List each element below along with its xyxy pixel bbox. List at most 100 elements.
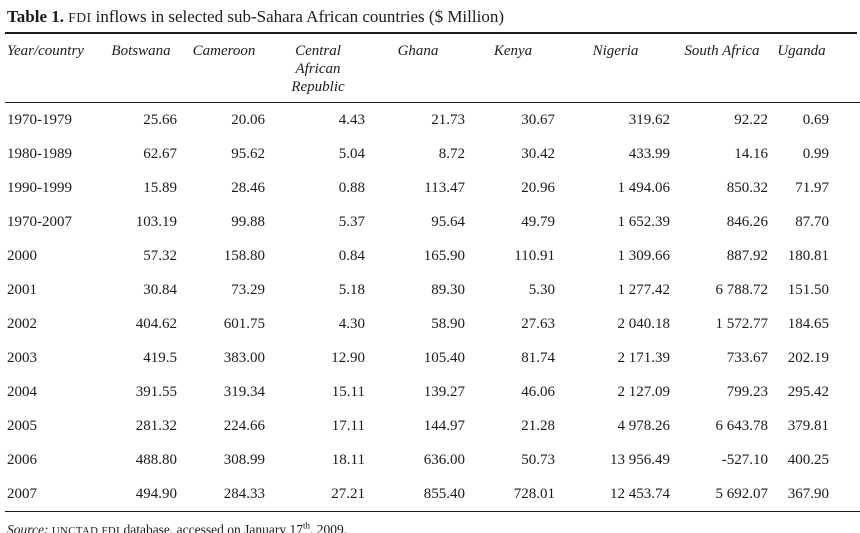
value-cell: 21.28 (521, 417, 555, 434)
table-row: 2003 419.5 383.00 12.90 105.40 81.74 2 171.39 7… (5, 341, 860, 375)
value-cell: 165.90 (423, 247, 465, 264)
value-cell: 383.00 (223, 349, 265, 366)
column-header-central-african-republic: Central African Republic (271, 34, 371, 103)
source-superscript: th (303, 520, 311, 531)
table-row: 2000 57.32 158.80 0.84 165.90 110.91 1 309.66 8… (5, 239, 860, 273)
value-cell: 20.06 (231, 111, 265, 128)
value-cell: 284.33 (223, 485, 265, 502)
table-row: 1980-1989 62.67 95.62 5.04 8.72 30.42 433.99 14… (5, 137, 860, 171)
value-cell: 728.01 (513, 485, 555, 502)
value-cell: 319.62 (628, 111, 670, 128)
value-cell: 0.88 (338, 179, 365, 196)
table-row: 1970-2007 103.19 99.88 5.37 95.64 49.79 1 652.… (5, 205, 860, 239)
row-year-label: 2001 (7, 281, 37, 298)
value-cell: 0.99 (802, 145, 829, 162)
value-cell: 224.66 (223, 417, 265, 434)
value-cell: 89.30 (431, 281, 465, 298)
table-row: 2005 281.32 224.66 17.11 144.97 21.28 4 978.26… (5, 409, 860, 443)
value-cell: 494.90 (135, 485, 177, 502)
value-cell: 87.70 (795, 213, 829, 230)
value-cell: 30.67 (521, 111, 555, 128)
table-row: 2001 30.84 73.29 5.18 89.30 5.30 1 277.42 6 788… (5, 273, 860, 307)
value-cell: 6 788.72 (715, 281, 769, 298)
value-cell: 95.64 (431, 213, 465, 230)
value-cell: 319.34 (223, 383, 265, 400)
value-cell: 81.74 (521, 349, 555, 366)
value-cell: 1 652.39 (617, 213, 671, 230)
value-cell: 13 956.49 (610, 451, 670, 468)
value-cell: 28.46 (231, 179, 265, 196)
value-cell: 17.11 (331, 417, 365, 434)
value-cell: 887.92 (726, 247, 768, 264)
value-cell: 71.97 (795, 179, 829, 196)
row-year-label: 2000 (7, 247, 37, 264)
value-cell: 846.26 (726, 213, 768, 230)
value-cell: 391.55 (135, 383, 177, 400)
value-cell: 12.90 (331, 349, 365, 366)
value-cell: 58.90 (431, 315, 465, 332)
value-cell: 30.84 (143, 281, 177, 298)
value-cell: 92.22 (734, 111, 768, 128)
value-cell: 49.79 (521, 213, 555, 230)
row-year-label: 2005 (7, 417, 37, 434)
table-row: 2007 494.90 284.33 27.21 855.40 728.01 12 453.… (5, 477, 860, 512)
value-cell: 202.19 (787, 349, 829, 366)
value-cell: 180.81 (787, 247, 829, 264)
column-header-uganda: Uganda (774, 34, 860, 103)
value-cell: 30.42 (521, 145, 555, 162)
value-cell: 601.75 (223, 315, 265, 332)
value-cell: -527.10 (721, 451, 768, 468)
value-cell: 1 572.77 (715, 315, 769, 332)
source-note: Source: UNCTAD FDI database, accessed on… (5, 512, 857, 533)
value-cell: 158.80 (223, 247, 265, 264)
value-cell: 151.50 (787, 281, 829, 298)
table-row: 2004 391.55 319.34 15.11 139.27 46.06 2 127.09… (5, 375, 860, 409)
value-cell: 184.65 (787, 315, 829, 332)
value-cell: 2 127.09 (617, 383, 671, 400)
value-cell: 110.91 (514, 247, 555, 264)
column-header-cameroon: Cameroon (183, 34, 271, 103)
value-cell: 4.30 (338, 315, 365, 332)
column-header-kenya: Kenya (471, 34, 561, 103)
table-row: 2002 404.62 601.75 4.30 58.90 27.63 2 040.18 1 … (5, 307, 860, 341)
value-cell: 2 171.39 (617, 349, 671, 366)
value-cell: 0.84 (338, 247, 365, 264)
row-year-label: 1970-1979 (7, 111, 72, 128)
value-cell: 367.90 (787, 485, 829, 502)
value-cell: 5.18 (338, 281, 365, 298)
value-cell: 400.25 (787, 451, 829, 468)
source-label: Source: (7, 522, 52, 533)
value-cell: 113.47 (424, 179, 465, 196)
value-cell: 99.88 (231, 213, 265, 230)
column-header-nigeria: Nigeria (561, 34, 676, 103)
column-header-year-country: Year/country (5, 34, 105, 103)
value-cell: 18.11 (331, 451, 365, 468)
table-title: Table 1. FDI inflows in selected sub-Sah… (5, 6, 857, 34)
source-year: , 2009. (310, 522, 348, 533)
row-year-label: 2002 (7, 315, 37, 332)
value-cell: 488.80 (135, 451, 177, 468)
value-cell: 95.62 (231, 145, 265, 162)
value-cell: 5.04 (338, 145, 365, 162)
value-cell: 139.27 (423, 383, 465, 400)
value-cell: 5.37 (338, 213, 365, 230)
value-cell: 4.43 (338, 111, 365, 128)
value-cell: 0.69 (802, 111, 829, 128)
value-cell: 15.89 (143, 179, 177, 196)
value-cell: 27.21 (331, 485, 365, 502)
value-cell: 2 040.18 (617, 315, 671, 332)
value-cell: 105.40 (423, 349, 465, 366)
value-cell: 4 978.26 (617, 417, 671, 434)
value-cell: 12 453.74 (610, 485, 670, 502)
value-cell: 636.00 (423, 451, 465, 468)
table-title-acronym: FDI (68, 10, 92, 25)
column-header-south-africa: South Africa (676, 34, 774, 103)
value-cell: 281.32 (135, 417, 177, 434)
value-cell: 1 309.66 (617, 247, 671, 264)
value-cell: 379.81 (787, 417, 829, 434)
value-cell: 1 494.06 (617, 179, 671, 196)
value-cell: 8.72 (438, 145, 465, 162)
row-year-label: 1970-2007 (7, 213, 72, 230)
value-cell: 50.73 (521, 451, 555, 468)
value-cell: 62.67 (143, 145, 177, 162)
